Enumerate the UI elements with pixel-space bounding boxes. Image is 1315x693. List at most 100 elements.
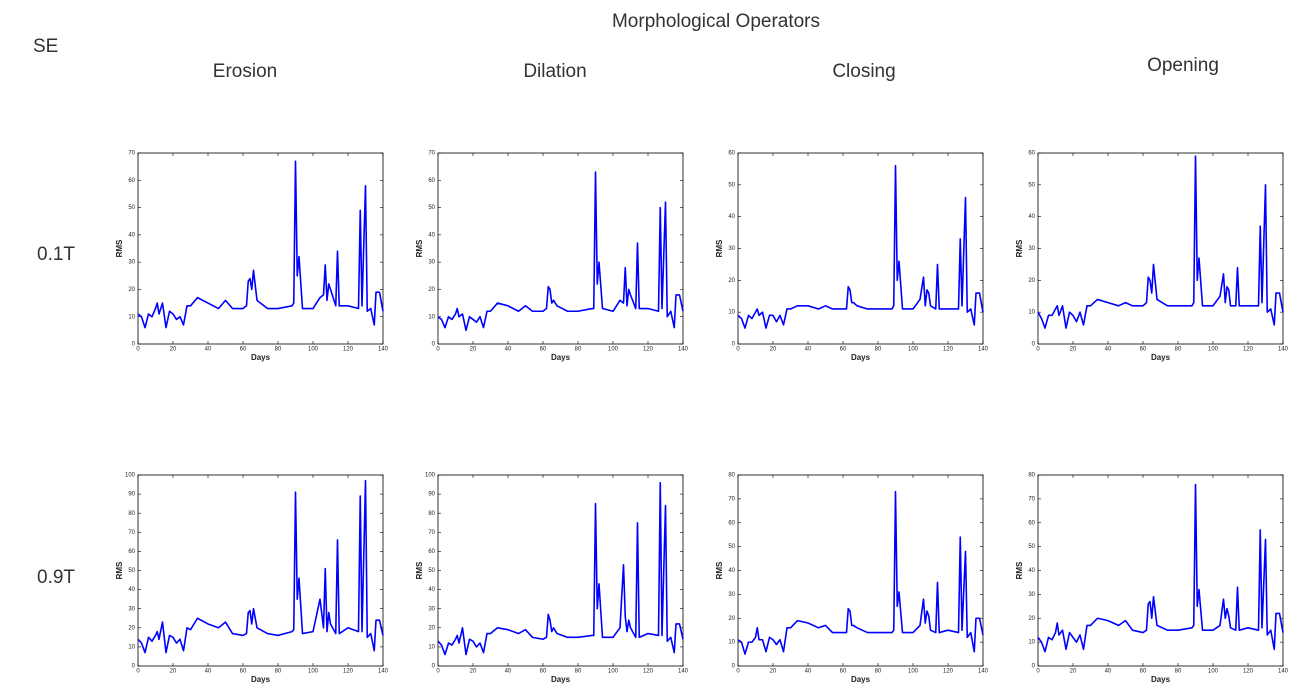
x-tick-label: 100 xyxy=(1208,669,1219,675)
x-tick-label: 60 xyxy=(840,669,847,675)
x-tick-label: 140 xyxy=(678,669,689,675)
figure-title: Morphological Operators xyxy=(612,11,820,32)
y-tick-label: 70 xyxy=(428,151,435,157)
plot-frame xyxy=(1037,152,1284,345)
y-tick-label: 100 xyxy=(425,473,436,479)
y-tick-label: 30 xyxy=(1028,592,1035,598)
x-tick-label: 20 xyxy=(470,347,477,353)
y-tick-label: 70 xyxy=(428,530,435,536)
x-tick-label: 0 xyxy=(736,669,740,675)
x-tick-label: 120 xyxy=(343,347,354,353)
y-tick-label: 40 xyxy=(128,587,135,593)
y-tick-label: 0 xyxy=(1032,664,1036,670)
y-tick-label: 10 xyxy=(1028,640,1035,646)
x-tick-label: 40 xyxy=(505,669,512,675)
y-tick-label: 80 xyxy=(1028,473,1035,479)
y-tick-label: 40 xyxy=(728,214,735,220)
column-label: Opening xyxy=(1147,55,1219,76)
plot-frame xyxy=(437,474,684,667)
y-tick-label: 40 xyxy=(128,232,135,238)
y-tick-label: 60 xyxy=(128,549,135,555)
x-tick-label: 60 xyxy=(240,347,247,353)
y-tick-label: 10 xyxy=(428,314,435,320)
y-tick-label: 30 xyxy=(128,260,135,266)
y-tick-label: 50 xyxy=(728,182,735,188)
y-tick-label: 50 xyxy=(128,568,135,574)
y-tick-label: 90 xyxy=(128,492,135,498)
x-tick-label: 60 xyxy=(1140,669,1147,675)
x-tick-label: 40 xyxy=(505,347,512,353)
x-tick-label: 120 xyxy=(943,669,954,675)
y-tick-label: 20 xyxy=(128,287,135,293)
y-tick-label: 70 xyxy=(128,151,135,157)
y-tick-label: 0 xyxy=(432,342,436,348)
x-tick-label: 20 xyxy=(170,347,177,353)
y-axis-label: RMS xyxy=(715,561,724,579)
x-tick-label: 0 xyxy=(1036,669,1040,675)
y-axis-label: RMS xyxy=(415,239,424,257)
x-tick-label: 80 xyxy=(575,669,582,675)
x-tick-label: 60 xyxy=(1140,347,1147,353)
plot-frame xyxy=(437,152,684,345)
x-tick-label: 120 xyxy=(643,347,654,353)
y-tick-label: 60 xyxy=(1028,151,1035,157)
x-tick-label: 140 xyxy=(378,347,389,353)
x-tick-label: 100 xyxy=(908,347,919,353)
x-tick-label: 40 xyxy=(805,347,812,353)
y-tick-label: 20 xyxy=(1028,616,1035,622)
plot-frame xyxy=(1037,474,1284,667)
x-tick-label: 120 xyxy=(943,347,954,353)
y-tick-label: 50 xyxy=(128,205,135,211)
data-line xyxy=(737,164,984,329)
row-label: 0.1T xyxy=(37,244,75,265)
column-label: Closing xyxy=(832,61,895,82)
x-tick-label: 80 xyxy=(875,669,882,675)
y-tick-label: 80 xyxy=(728,473,735,479)
y-tick-label: 80 xyxy=(128,511,135,517)
x-tick-label: 0 xyxy=(736,347,740,353)
x-axis-label: Days xyxy=(251,353,271,362)
y-tick-label: 60 xyxy=(128,178,135,184)
y-tick-label: 40 xyxy=(428,232,435,238)
x-tick-label: 20 xyxy=(170,669,177,675)
x-axis-label: Days xyxy=(1151,353,1171,362)
y-tick-label: 10 xyxy=(128,644,135,650)
y-tick-label: 30 xyxy=(428,606,435,612)
y-tick-label: 60 xyxy=(1028,520,1035,526)
y-tick-label: 0 xyxy=(732,342,736,348)
y-tick-label: 60 xyxy=(728,151,735,157)
data-line xyxy=(437,481,684,656)
x-tick-label: 60 xyxy=(240,669,247,675)
column-label: Erosion xyxy=(213,61,277,82)
x-tick-label: 80 xyxy=(875,347,882,353)
x-axis-label: Days xyxy=(251,675,271,684)
y-tick-label: 70 xyxy=(128,530,135,536)
x-tick-label: 140 xyxy=(978,669,989,675)
x-tick-label: 140 xyxy=(978,347,989,353)
y-tick-label: 70 xyxy=(728,496,735,502)
y-tick-label: 70 xyxy=(1028,496,1035,502)
x-tick-label: 40 xyxy=(1105,669,1112,675)
y-axis-label: RMS xyxy=(715,239,724,257)
y-tick-label: 20 xyxy=(1028,278,1035,284)
x-axis-label: Days xyxy=(1151,675,1171,684)
y-tick-label: 40 xyxy=(728,568,735,574)
x-tick-label: 140 xyxy=(678,347,689,353)
y-tick-label: 30 xyxy=(728,592,735,598)
y-tick-label: 0 xyxy=(1032,342,1036,348)
data-line xyxy=(1037,155,1284,329)
y-tick-label: 60 xyxy=(428,178,435,184)
x-tick-label: 120 xyxy=(1243,347,1254,353)
x-tick-label: 40 xyxy=(805,669,812,675)
y-tick-label: 20 xyxy=(728,278,735,284)
y-tick-label: 40 xyxy=(1028,568,1035,574)
x-tick-label: 100 xyxy=(1208,347,1219,353)
y-tick-label: 60 xyxy=(428,549,435,555)
plot-frame xyxy=(137,152,384,345)
y-axis-label: RMS xyxy=(1015,561,1024,579)
y-tick-label: 40 xyxy=(1028,214,1035,220)
y-tick-label: 10 xyxy=(728,310,735,316)
y-tick-label: 30 xyxy=(428,260,435,266)
x-tick-label: 20 xyxy=(470,669,477,675)
x-tick-label: 40 xyxy=(205,669,212,675)
